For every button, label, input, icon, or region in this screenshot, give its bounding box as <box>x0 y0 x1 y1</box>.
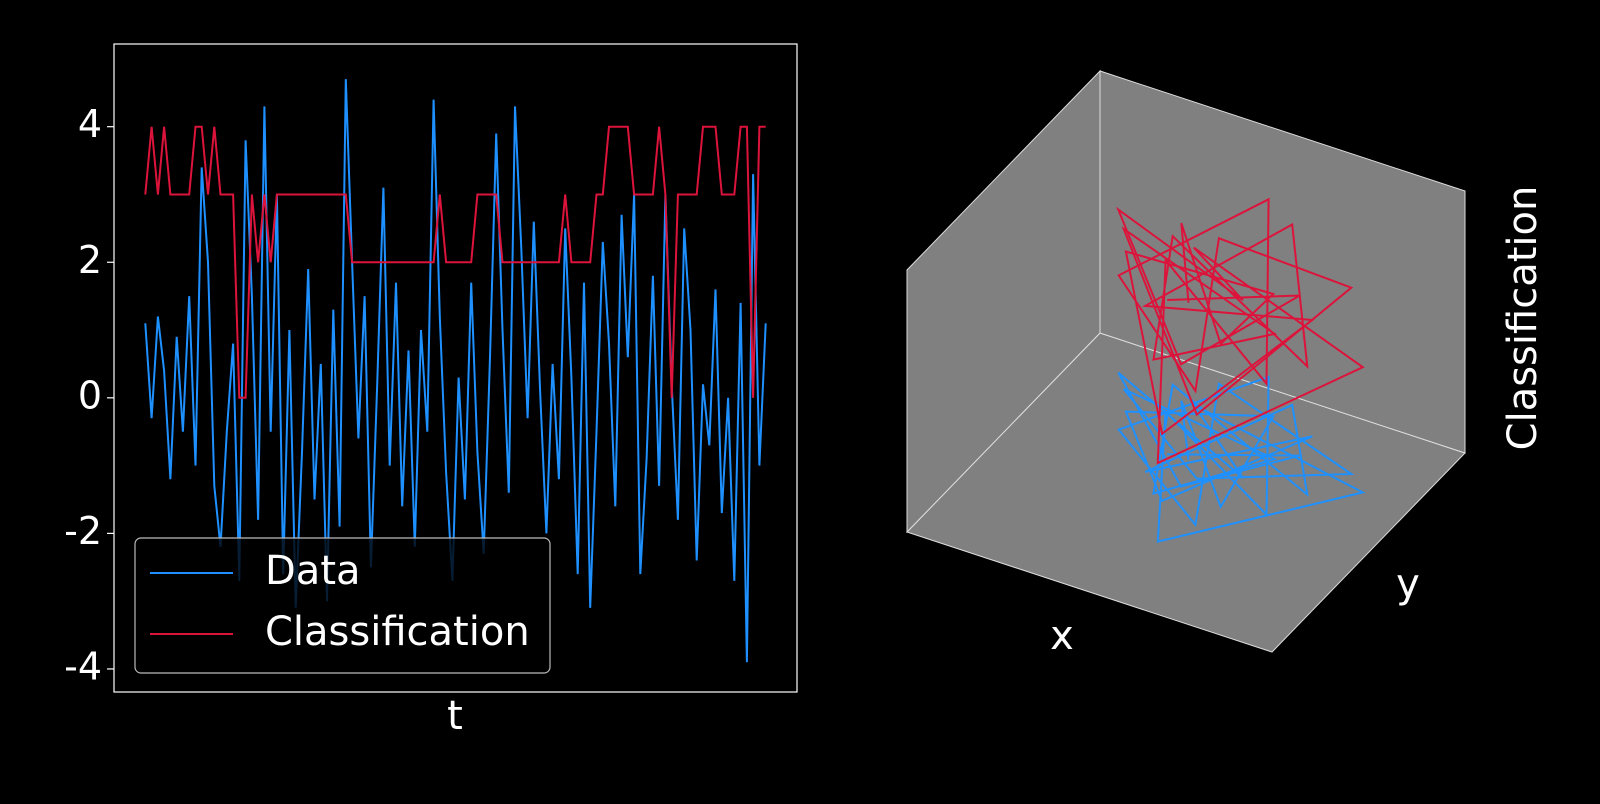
series-line-3d <box>1116 197 1365 465</box>
legend-label: Classification <box>265 609 530 655</box>
legend-box <box>134 537 551 674</box>
series-line <box>144 125 766 399</box>
y-tick-label: 4 <box>78 102 102 146</box>
y-tick-label: 0 <box>78 373 102 417</box>
legend-label: Data <box>265 548 361 594</box>
plot-3d: x y Classification <box>906 69 1546 659</box>
z-axis-label: Classification <box>1500 186 1546 451</box>
x-axis-label: x <box>1050 613 1074 659</box>
x-axis-label: t <box>447 693 463 739</box>
y-tick-label: -2 <box>64 509 102 553</box>
y-axis-label: y <box>1396 561 1420 607</box>
legend: Data Classification <box>134 537 551 674</box>
series-line <box>144 79 767 663</box>
series-line-3d <box>1117 371 1366 543</box>
y-tick-label: -4 <box>64 644 102 688</box>
plot-lines <box>144 79 767 663</box>
y-tick-label: 2 <box>78 238 102 282</box>
